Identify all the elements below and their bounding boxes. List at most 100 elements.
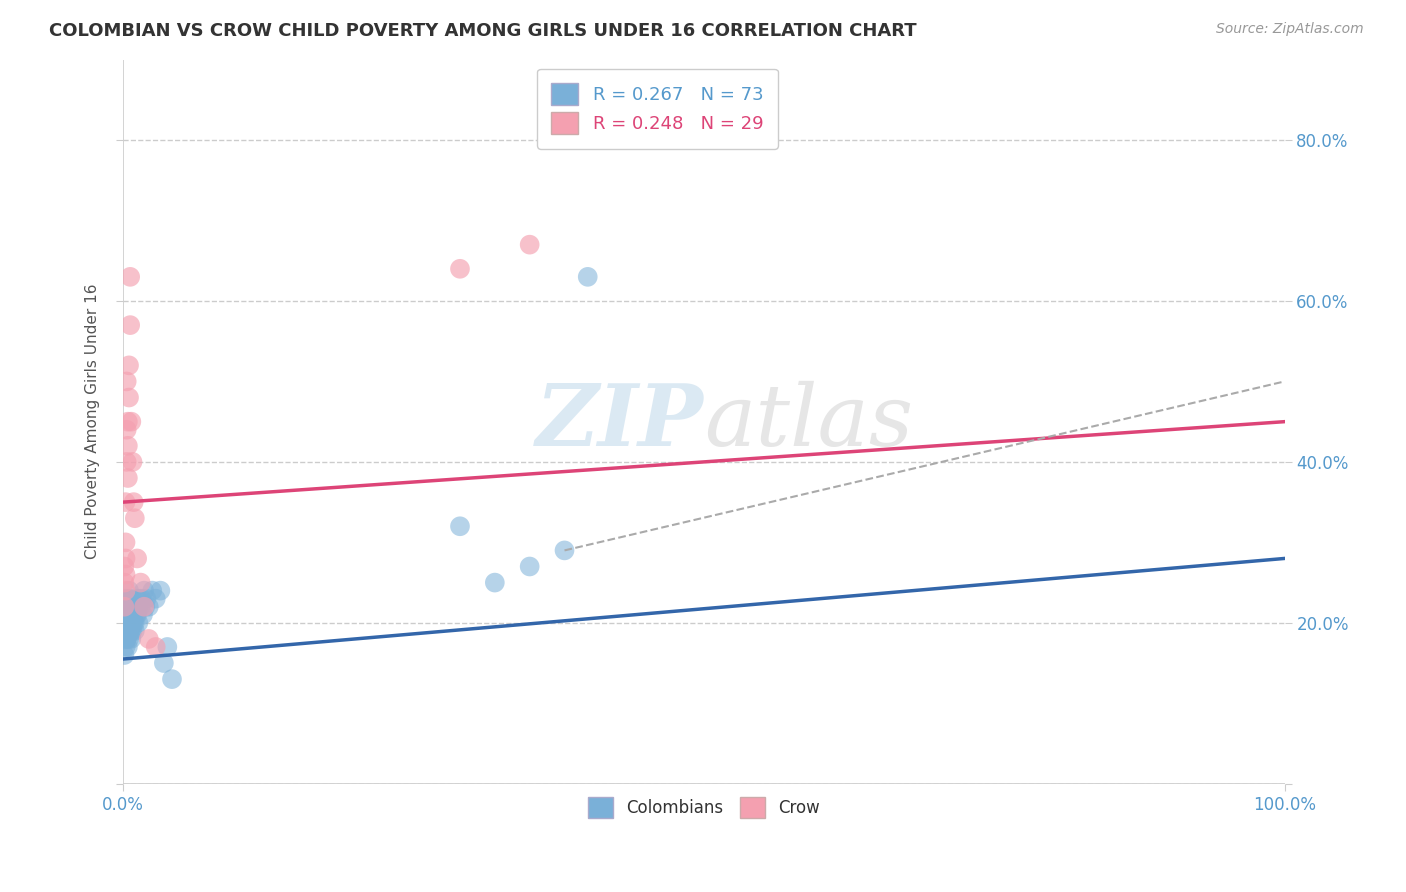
- Point: [112, 559, 135, 574]
- Point: [124, 615, 146, 630]
- Point: [114, 640, 136, 654]
- Y-axis label: Child Poverty Among Girls Under 16: Child Poverty Among Girls Under 16: [86, 284, 100, 559]
- Point: [115, 375, 138, 389]
- Point: [114, 599, 136, 614]
- Point: [118, 632, 141, 646]
- Point: [519, 237, 541, 252]
- Point: [127, 615, 149, 630]
- Point: [153, 656, 176, 670]
- Point: [118, 624, 141, 638]
- Point: [134, 599, 156, 614]
- Point: [115, 591, 138, 606]
- Text: atlas: atlas: [704, 380, 912, 463]
- Point: [117, 471, 139, 485]
- Point: [149, 583, 172, 598]
- Point: [141, 583, 163, 598]
- Point: [114, 615, 136, 630]
- Point: [115, 607, 138, 622]
- Point: [115, 599, 138, 614]
- Point: [145, 640, 167, 654]
- Point: [576, 269, 599, 284]
- Point: [114, 551, 136, 566]
- Point: [118, 607, 141, 622]
- Point: [519, 559, 541, 574]
- Point: [114, 495, 136, 509]
- Point: [127, 607, 149, 622]
- Point: [115, 423, 138, 437]
- Point: [114, 535, 136, 549]
- Point: [114, 591, 136, 606]
- Text: COLOMBIAN VS CROW CHILD POVERTY AMONG GIRLS UNDER 16 CORRELATION CHART: COLOMBIAN VS CROW CHILD POVERTY AMONG GI…: [49, 22, 917, 40]
- Point: [132, 607, 155, 622]
- Point: [134, 599, 156, 614]
- Point: [138, 632, 160, 646]
- Point: [117, 615, 139, 630]
- Point: [127, 591, 149, 606]
- Point: [122, 607, 145, 622]
- Point: [160, 672, 183, 686]
- Text: Source: ZipAtlas.com: Source: ZipAtlas.com: [1216, 22, 1364, 37]
- Point: [125, 599, 148, 614]
- Point: [118, 391, 141, 405]
- Point: [121, 455, 143, 469]
- Point: [120, 599, 142, 614]
- Point: [120, 607, 142, 622]
- Point: [120, 269, 142, 284]
- Point: [145, 591, 167, 606]
- Point: [114, 583, 136, 598]
- Point: [120, 318, 142, 332]
- Point: [120, 415, 142, 429]
- Point: [554, 543, 576, 558]
- Point: [117, 591, 139, 606]
- Point: [127, 599, 149, 614]
- Point: [120, 615, 142, 630]
- Point: [115, 615, 138, 630]
- Point: [156, 640, 179, 654]
- Point: [129, 575, 152, 590]
- Text: ZIP: ZIP: [536, 380, 704, 464]
- Point: [118, 583, 141, 598]
- Point: [134, 583, 156, 598]
- Point: [120, 624, 142, 638]
- Point: [138, 599, 160, 614]
- Point: [114, 607, 136, 622]
- Point: [120, 607, 142, 622]
- Point: [117, 415, 139, 429]
- Point: [118, 359, 141, 373]
- Point: [121, 624, 143, 638]
- Point: [115, 632, 138, 646]
- Point: [120, 599, 142, 614]
- Point: [449, 261, 471, 276]
- Point: [121, 599, 143, 614]
- Point: [112, 615, 135, 630]
- Point: [122, 615, 145, 630]
- Point: [120, 591, 142, 606]
- Point: [114, 567, 136, 582]
- Point: [128, 591, 150, 606]
- Point: [115, 624, 138, 638]
- Point: [121, 615, 143, 630]
- Point: [120, 632, 142, 646]
- Point: [135, 591, 157, 606]
- Point: [117, 624, 139, 638]
- Point: [122, 495, 145, 509]
- Point: [117, 599, 139, 614]
- Point: [129, 599, 152, 614]
- Point: [125, 607, 148, 622]
- Legend: Colombians, Crow: Colombians, Crow: [579, 789, 828, 826]
- Point: [114, 624, 136, 638]
- Point: [124, 599, 146, 614]
- Point: [120, 615, 142, 630]
- Point: [117, 640, 139, 654]
- Point: [131, 591, 153, 606]
- Point: [118, 599, 141, 614]
- Point: [112, 575, 135, 590]
- Point: [112, 599, 135, 614]
- Point: [120, 624, 142, 638]
- Point: [121, 607, 143, 622]
- Point: [117, 607, 139, 622]
- Point: [115, 632, 138, 646]
- Point: [127, 551, 149, 566]
- Point: [115, 455, 138, 469]
- Point: [112, 648, 135, 662]
